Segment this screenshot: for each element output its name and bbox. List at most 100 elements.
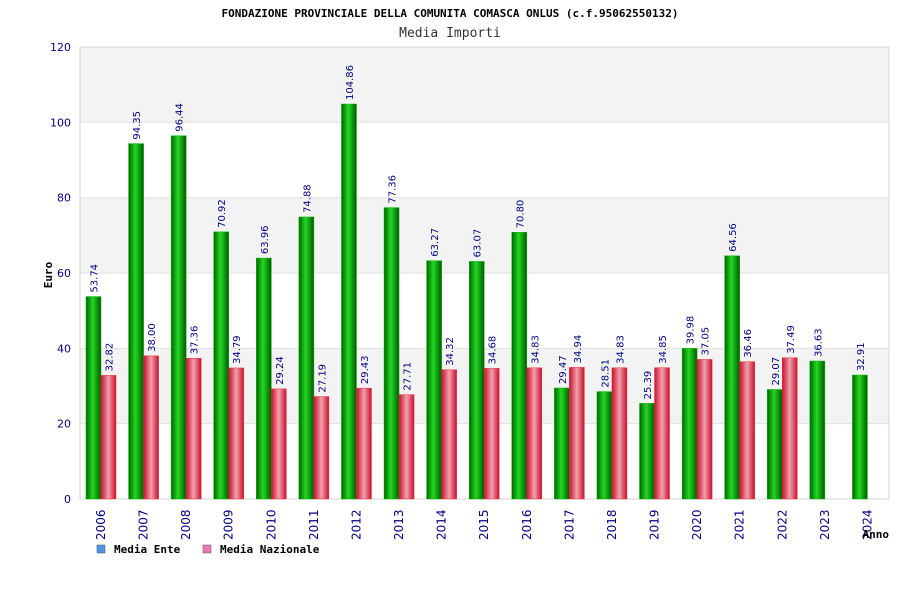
data-label-media-ente-2017: 29.47 xyxy=(558,355,569,384)
plot-band xyxy=(80,197,889,273)
data-label-media-ente-2014: 63.27 xyxy=(430,228,441,257)
x-tick-label-2017: 2017 xyxy=(562,509,576,540)
data-label-media-ente-2018: 28.51 xyxy=(600,359,611,388)
data-label-media-ente-2016: 70.80 xyxy=(515,200,526,229)
bar-media-ente-2012 xyxy=(341,103,357,500)
data-label-media-nazionale-2009: 34.79 xyxy=(232,335,243,364)
data-label-media-nazionale-2022: 37.49 xyxy=(786,325,797,354)
data-label-media-ente-2013: 77.36 xyxy=(388,175,399,204)
legend-label-media-ente: Media Ente xyxy=(114,543,181,556)
x-tick-label-2016: 2016 xyxy=(520,509,534,540)
data-label-media-ente-2011: 74.88 xyxy=(302,184,313,213)
data-label-media-ente-2006: 53.74 xyxy=(90,264,101,293)
legend: Media Ente Media Nazionale xyxy=(96,543,320,556)
data-label-media-ente-2024: 32.91 xyxy=(856,342,867,371)
data-label-media-ente-2015: 63.07 xyxy=(473,229,484,258)
data-label-media-nazionale-2016: 34.83 xyxy=(530,335,541,364)
bar-media-ente-2008 xyxy=(170,135,187,500)
y-tick-label: 60 xyxy=(57,267,71,280)
bar-media-nazionale-2016 xyxy=(526,367,543,500)
plot-band xyxy=(80,273,889,349)
x-tick-label-2021: 2021 xyxy=(733,509,747,540)
data-label-media-ente-2020: 39.98 xyxy=(686,316,697,345)
data-label-media-ente-2021: 64.56 xyxy=(728,223,739,252)
bar-media-ente-2014 xyxy=(426,260,442,500)
bar-media-ente-2013 xyxy=(383,207,400,500)
data-labels: 53.74 32.82 94.35 38.00 96.44 37.36 70.92 34.79… xyxy=(90,65,867,399)
y-axis-label: Euro xyxy=(42,261,55,288)
data-label-media-nazionale-2006: 32.82 xyxy=(105,343,116,372)
legend-swatch-media-ente xyxy=(96,544,106,554)
data-label-media-nazionale-2013: 27.71 xyxy=(403,362,414,391)
legend-swatch-media-nazionale xyxy=(202,544,212,554)
bar-media-nazionale-2009 xyxy=(228,367,244,500)
bar-media-ente-2019 xyxy=(639,403,655,500)
y-tick-label: 40 xyxy=(57,342,71,355)
x-tick-label-2013: 2013 xyxy=(392,509,406,540)
x-axis-ticks: 2006 2007 2008 2009 2010 2011 2012 2013 2014 2015… xyxy=(94,509,874,540)
x-tick-label-2019: 2019 xyxy=(648,509,662,540)
legend-item-media-nazionale: Media Nazionale xyxy=(202,543,320,556)
x-tick-label-2023: 2023 xyxy=(818,509,832,540)
data-label-media-ente-2012: 104.86 xyxy=(345,65,356,100)
x-tick-label-2014: 2014 xyxy=(435,509,449,540)
bar-media-nazionale-2014 xyxy=(441,369,457,500)
x-tick-label-2006: 2006 xyxy=(94,509,108,540)
bar-media-ente-2015 xyxy=(468,261,485,500)
bar-media-ente-2007 xyxy=(128,143,144,500)
data-label-media-nazionale-2011: 27.19 xyxy=(317,364,328,393)
plot-band xyxy=(80,122,889,198)
data-label-media-ente-2022: 29.07 xyxy=(771,357,782,386)
chart-subtitle: Media Importi xyxy=(399,26,501,41)
y-axis-ticks: 0 20 40 60 80 100 120 xyxy=(50,41,71,506)
x-tick-label-2022: 2022 xyxy=(775,509,789,540)
plot-background xyxy=(80,47,889,499)
bar-media-ente-2021 xyxy=(724,255,740,500)
bar-media-ente-2009 xyxy=(213,231,229,500)
bar-media-nazionale-2017 xyxy=(569,367,585,500)
y-tick-label: 20 xyxy=(57,418,71,431)
bar-media-nazionale-2012 xyxy=(356,387,372,500)
y-tick-label: 120 xyxy=(50,41,71,54)
bar-media-nazionale-2022 xyxy=(782,357,798,500)
bar-media-ente-2022 xyxy=(767,389,783,500)
data-label-media-nazionale-2021: 36.46 xyxy=(743,329,754,358)
bar-media-nazionale-2006 xyxy=(100,375,117,500)
bar-media-ente-2018 xyxy=(596,391,613,500)
x-tick-label-2007: 2007 xyxy=(137,509,151,540)
y-tick-label: 80 xyxy=(57,192,71,205)
x-tick-label-2020: 2020 xyxy=(690,509,704,540)
x-tick-label-2018: 2018 xyxy=(605,509,619,540)
data-label-media-nazionale-2020: 37.05 xyxy=(701,327,712,356)
bar-media-nazionale-2021 xyxy=(739,361,755,500)
x-tick-label-2015: 2015 xyxy=(477,509,491,540)
data-label-media-nazionale-2014: 34.32 xyxy=(445,337,456,366)
bar-media-nazionale-2010 xyxy=(271,388,287,500)
data-label-media-ente-2009: 70.92 xyxy=(217,199,228,228)
data-label-media-nazionale-2015: 34.68 xyxy=(488,336,499,365)
bar-media-nazionale-2008 xyxy=(185,358,202,500)
bar-media-ente-2023 xyxy=(809,360,826,500)
x-tick-label-2024: 2024 xyxy=(860,509,874,540)
data-label-media-nazionale-2008: 37.36 xyxy=(190,326,201,355)
data-label-media-nazionale-2017: 34.94 xyxy=(573,335,584,364)
x-tick-label-2008: 2008 xyxy=(179,509,193,540)
bar-media-ente-2011 xyxy=(298,216,315,500)
bar-media-ente-2006 xyxy=(85,296,102,500)
bar-media-ente-2010 xyxy=(256,257,272,500)
bar-media-nazionale-2013 xyxy=(398,394,415,500)
y-tick-label: 0 xyxy=(64,493,71,506)
legend-label-media-nazionale: Media Nazionale xyxy=(220,543,320,556)
bar-media-nazionale-2015 xyxy=(483,368,500,500)
legend-item-media-ente: Media Ente xyxy=(96,543,181,556)
x-tick-label-2010: 2010 xyxy=(264,509,278,540)
bar-media-nazionale-2007 xyxy=(143,355,159,500)
data-label-media-nazionale-2018: 34.83 xyxy=(615,335,626,364)
bar-media-ente-2024 xyxy=(852,374,868,500)
bar-media-nazionale-2018 xyxy=(611,367,628,500)
bars xyxy=(85,103,868,500)
data-label-media-nazionale-2019: 34.85 xyxy=(658,335,669,364)
data-label-media-ente-2010: 63.96 xyxy=(260,225,271,254)
bar-media-nazionale-2011 xyxy=(313,396,330,500)
